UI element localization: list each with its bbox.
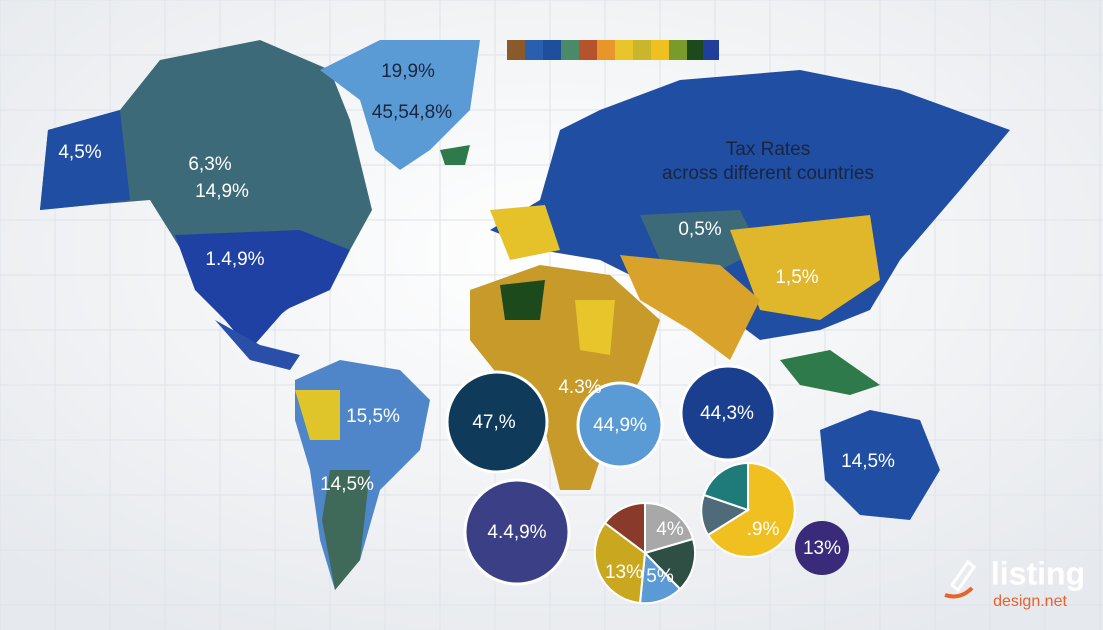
map [40,40,1010,590]
usa [175,230,350,350]
andes [295,390,340,440]
pie-2 [700,461,796,558]
indonesia [780,350,880,395]
southern-cone [322,470,370,590]
map-label: 19,9% [381,61,435,82]
africa-sudan [575,300,615,355]
central-asia [640,210,760,270]
bubble-label: 44,9% [593,415,647,436]
map-label: 45,54,8% [372,102,452,123]
pie-label: 13% [605,562,643,583]
map-label: 0,5% [678,219,721,240]
bubble-label: 44,3% [700,403,754,424]
brand-name: listing [991,555,1085,591]
bubble-label: 47,% [472,412,515,433]
pie-label: 4% [656,519,684,540]
china [730,215,880,320]
map-label: 6,3% [188,154,231,175]
africa-north-west [500,280,545,320]
pie-label: .9% [747,519,780,540]
legend [507,40,719,60]
map-label: 14,9% [195,181,249,202]
bubble-label: 13% [803,538,841,559]
map-label: 14,5% [320,474,374,495]
iceland [440,145,470,165]
bubbles [445,364,849,586]
west-europe [490,205,560,260]
subtitle: across different countries [662,163,874,184]
pie-label: 5% [646,566,674,587]
alaska [40,110,130,210]
middle-east [620,255,760,360]
map-label: 1.4,9% [205,249,264,270]
australia [820,410,940,520]
pie-1 [593,501,697,605]
map-label: 14,5% [841,451,895,472]
map-label: 1,5% [775,267,818,288]
central-america [215,320,300,370]
eurasia [490,70,1010,340]
brand-domain: design.net [993,593,1067,610]
map-label: 4.3% [558,377,601,398]
brand: listing design.net [944,555,1085,610]
bubble-label: 4.4,9% [487,522,546,543]
map-label: 15,5% [346,406,400,427]
title: Tax Rates [726,139,810,160]
map-label: 4,5% [58,142,101,163]
greenland [320,40,480,170]
